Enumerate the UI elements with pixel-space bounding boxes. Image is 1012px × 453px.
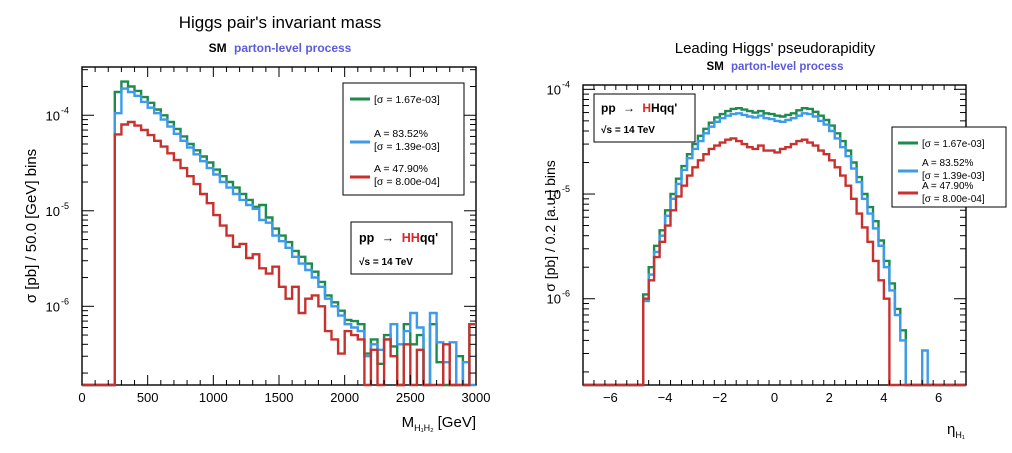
left-xlabel-main: M bbox=[402, 414, 415, 431]
right-xtick-label: 6 bbox=[935, 390, 942, 405]
left-xtick-label: 2000 bbox=[330, 390, 359, 405]
right-ytick-label: 10 bbox=[547, 187, 561, 202]
left-legend-label-2a: A = 47.90% bbox=[374, 163, 428, 175]
right-legend: [σ = 1.67e-03] A = 83.52% [σ = 1.39e-03]… bbox=[891, 126, 1007, 208]
left-process-box-frame bbox=[350, 221, 453, 275]
left-process-reaction: pp → HHqq' bbox=[359, 231, 438, 245]
right-legend-label-0: [σ = 1.67e-03] bbox=[922, 139, 985, 150]
left-legend-label-1b: [σ = 1.39e-03] bbox=[374, 141, 440, 153]
right-subtitle-sm: SM bbox=[707, 61, 724, 73]
left-ylabel: σ [pb] / 50.0 [GeV] bins bbox=[23, 149, 40, 303]
right-ticks-group bbox=[582, 85, 967, 385]
right-subtitle: SM parton-level process bbox=[707, 61, 844, 73]
left-xtick-label: 1500 bbox=[265, 390, 294, 405]
right-process-box-frame bbox=[593, 93, 696, 143]
left-ytick-exp: -5 bbox=[61, 201, 69, 211]
left-subtitle-sm: SM bbox=[209, 41, 227, 55]
right-xlabel-main: η bbox=[947, 421, 955, 438]
right-xtick-label: 4 bbox=[880, 390, 887, 405]
left-ytick-exp: -6 bbox=[61, 296, 69, 306]
right-xtick-label: −4 bbox=[658, 390, 673, 405]
right-xtick-label: 0 bbox=[771, 390, 778, 405]
left-series-group bbox=[82, 80, 476, 387]
left-process-pp: pp bbox=[359, 231, 375, 245]
right-xtick-label: 2 bbox=[826, 390, 833, 405]
right-xtick-label: −6 bbox=[603, 390, 618, 405]
left-process-hh: HH bbox=[402, 231, 420, 245]
right-plot-frame bbox=[582, 84, 967, 386]
left-ytick-label: 10 bbox=[46, 299, 60, 314]
right-xlabel-sub: H₁ bbox=[955, 430, 965, 440]
left-ytick-label: 10 bbox=[46, 204, 60, 219]
right-series-0 bbox=[583, 107, 966, 387]
right-process-box: pp → HHqq' √s = 14 TeV bbox=[593, 93, 696, 143]
left-xtick-label: 500 bbox=[137, 390, 159, 405]
left-series-2 bbox=[82, 120, 476, 387]
left-xlabel-unit: [GeV] bbox=[438, 414, 476, 431]
left-ytick-exp: -4 bbox=[61, 105, 69, 115]
left-process-energy: √s = 14 TeV bbox=[359, 257, 413, 268]
right-ylabel: σ [pb] / 0.2 [a.u.] bins bbox=[542, 160, 558, 292]
right-series-2 bbox=[583, 137, 966, 387]
left-process-arrow: → bbox=[382, 231, 395, 245]
left-subtitle-process: parton-level process bbox=[234, 41, 352, 55]
right-xtick-labels: −6 −4 −2 0 2 4 6 bbox=[603, 390, 942, 405]
right-process-reaction: pp → HHqq' bbox=[601, 101, 677, 115]
right-xlabel: ηH₁ bbox=[947, 421, 965, 440]
left-legend: [σ = 1.67e-03] A = 83.52% [σ = 1.39e-03]… bbox=[342, 82, 465, 196]
left-xtick-label: 2500 bbox=[396, 390, 425, 405]
left-chart: Higgs pair's invariant mass SM parton-le… bbox=[23, 13, 490, 433]
right-legend-label-1b: [σ = 1.39e-03] bbox=[922, 171, 985, 182]
left-legend-label-2b: [σ = 8.00e-04] bbox=[374, 176, 440, 188]
left-process-qq: qq' bbox=[420, 231, 438, 245]
left-ticks-group bbox=[81, 67, 477, 385]
right-process-pp: pp bbox=[601, 101, 616, 115]
right-chart: Leading Higgs' pseudorapidity SM parton-… bbox=[542, 40, 1007, 440]
right-process-h: H bbox=[642, 101, 651, 115]
left-xlabel: MH₁H₂ [GeV] bbox=[402, 414, 476, 433]
right-subtitle-process: parton-level process bbox=[731, 61, 843, 73]
right-ytick-labels: 10-610-510-4 bbox=[547, 79, 570, 306]
right-ytick-exp: -5 bbox=[562, 184, 570, 194]
left-process-box: pp → HHqq' √s = 14 TeV bbox=[350, 221, 453, 275]
right-legend-label-2b: [σ = 8.00e-04] bbox=[922, 194, 985, 205]
left-series-1 bbox=[82, 87, 476, 387]
left-legend-label-0: [σ = 1.67e-03] bbox=[374, 94, 440, 106]
left-xtick-label: 1000 bbox=[199, 390, 228, 405]
left-xlabel-sub: H₁H₂ bbox=[414, 423, 434, 433]
left-xtick-labels: 0 500 1000 1500 2000 2500 3000 bbox=[78, 390, 490, 405]
right-xtick-label: −2 bbox=[712, 390, 727, 405]
right-series-1 bbox=[583, 112, 966, 387]
left-subtitle: SM parton-level process bbox=[209, 41, 352, 55]
right-legend-label-2a: A = 47.90% bbox=[922, 181, 974, 192]
right-series-group bbox=[583, 107, 966, 387]
right-process-qq: Hqq' bbox=[651, 101, 677, 115]
right-process-arrow: → bbox=[623, 101, 635, 115]
right-legend-label-1a: A = 83.52% bbox=[922, 158, 974, 169]
right-ytick-label: 10 bbox=[547, 82, 561, 97]
right-ytick-exp: -6 bbox=[562, 289, 570, 299]
right-title: Leading Higgs' pseudorapidity bbox=[675, 40, 876, 57]
left-title: Higgs pair's invariant mass bbox=[179, 13, 382, 32]
right-ytick-label: 10 bbox=[547, 292, 561, 307]
left-xtick-label: 3000 bbox=[462, 390, 491, 405]
left-legend-label-1a: A = 83.52% bbox=[374, 128, 428, 140]
left-ytick-labels: 10-610-510-4 bbox=[46, 105, 69, 314]
right-ytick-exp: -4 bbox=[562, 79, 570, 89]
right-process-energy: √s = 14 TeV bbox=[601, 125, 655, 136]
left-xtick-label: 0 bbox=[78, 390, 85, 405]
left-ytick-label: 10 bbox=[46, 108, 60, 123]
